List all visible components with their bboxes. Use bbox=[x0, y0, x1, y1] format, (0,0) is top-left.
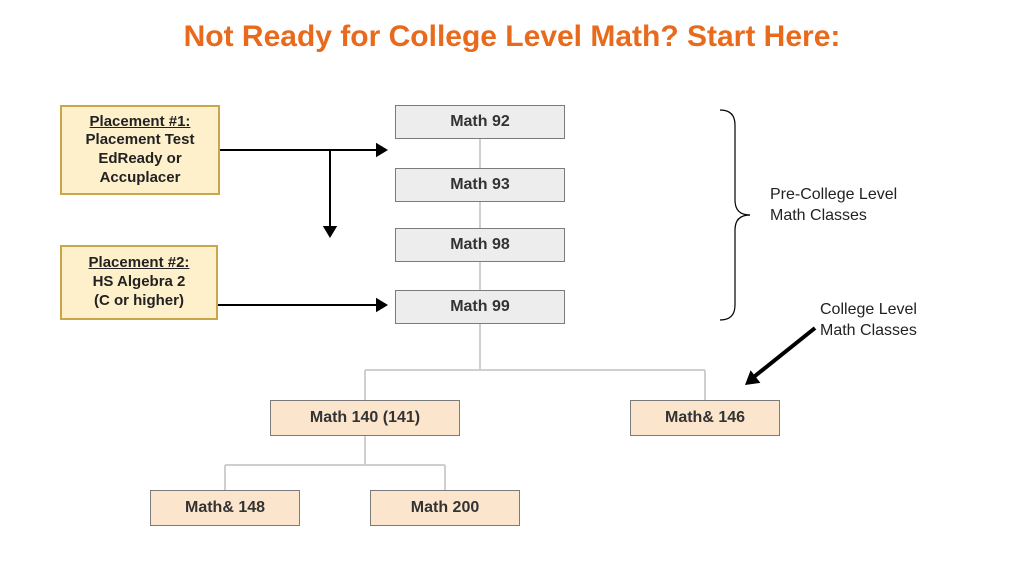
placement-2-line-2: (C or higher) bbox=[94, 292, 184, 309]
node-math-93: Math 93 bbox=[395, 168, 565, 202]
placement-2-title: Placement #2: bbox=[89, 254, 190, 273]
placement-1-line-1: Placement Test bbox=[86, 131, 195, 148]
placement-2-box: Placement #2: HS Algebra 2 (C or higher) bbox=[60, 245, 218, 320]
node-math-146: Math& 146 bbox=[630, 400, 780, 436]
placement-1-box: Placement #1: Placement Test EdReady or … bbox=[60, 105, 220, 195]
node-math-140: Math 140 (141) bbox=[270, 400, 460, 436]
node-math-200: Math 200 bbox=[370, 490, 520, 526]
page-title: Not Ready for College Level Math? Start … bbox=[0, 20, 1024, 54]
node-math-148: Math& 148 bbox=[150, 490, 300, 526]
node-math-98: Math 98 bbox=[395, 228, 565, 262]
node-math-99: Math 99 bbox=[395, 290, 565, 324]
node-math-92: Math 92 bbox=[395, 105, 565, 139]
stage: Not Ready for College Level Math? Start … bbox=[0, 0, 1024, 576]
annotation-college: College LevelMath Classes bbox=[820, 300, 917, 342]
placement-1-line-2: EdReady or bbox=[98, 150, 181, 167]
placement-1-line-3: Accuplacer bbox=[100, 169, 181, 186]
placement-1-title: Placement #1: bbox=[86, 113, 195, 132]
annotation-pre-college: Pre-College LevelMath Classes bbox=[770, 185, 897, 227]
placement-2-line-1: HS Algebra 2 bbox=[93, 273, 186, 290]
